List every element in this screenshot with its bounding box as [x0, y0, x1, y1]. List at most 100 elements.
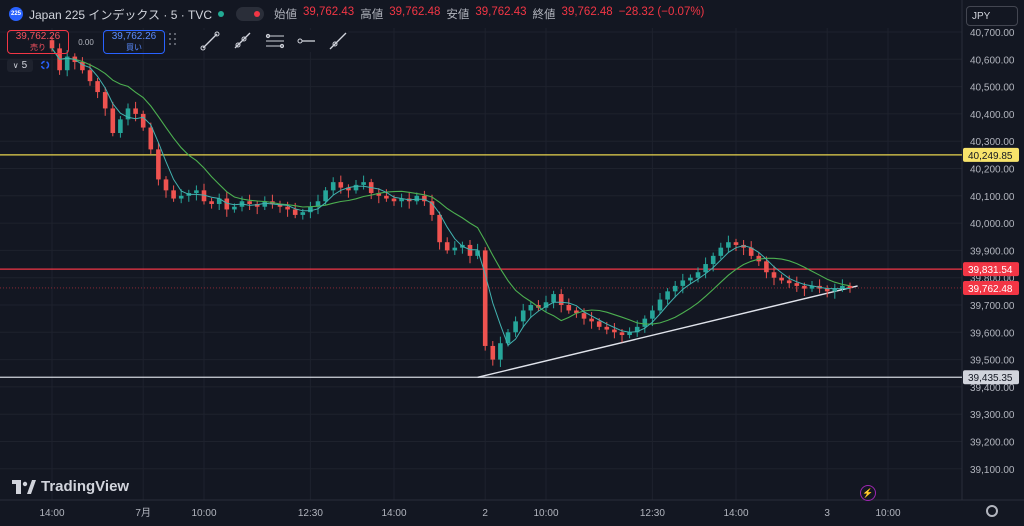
change-value: −28.32 (−0.07%)	[618, 6, 705, 18]
spread-value: 0.00	[78, 37, 94, 47]
ohlc-readout: 始値 39,762.43 高値 39,762.48 安値 39,762.43 終値 39…	[274, 6, 704, 22]
candle	[444, 242, 450, 251]
candle	[414, 195, 420, 202]
moving-average-fast	[51, 48, 851, 347]
eye-toggle-icon[interactable]	[236, 7, 265, 21]
candle	[384, 195, 389, 199]
candle	[665, 291, 670, 300]
market-status-icon	[218, 11, 225, 17]
extended-line-icon[interactable]	[328, 31, 348, 51]
horizontal-ray-icon[interactable]	[296, 31, 316, 51]
candle	[786, 280, 792, 284]
x-tick-label: 12:30	[640, 508, 665, 519]
candle	[680, 280, 686, 286]
candle	[391, 198, 397, 202]
candle	[315, 201, 321, 207]
parallel-channel-icon[interactable]	[264, 31, 284, 51]
candle	[832, 288, 838, 292]
last-price-badge-bg	[963, 280, 1019, 295]
candle	[733, 242, 739, 245]
price-level-badge: 39,435.35	[968, 373, 1013, 384]
y-tick-label: 40,000.00	[970, 219, 1015, 230]
candle	[376, 193, 382, 196]
gear-icon[interactable]	[986, 505, 998, 517]
candle	[133, 108, 138, 114]
x-tick-label: 7月	[135, 507, 151, 519]
buy-button[interactable]: 39,762.26 買い	[103, 30, 165, 54]
candle	[589, 318, 594, 322]
candle	[771, 272, 777, 278]
candle	[558, 294, 564, 305]
last-price-badge: 39,762.48	[968, 284, 1013, 295]
price-level-badge-bg	[963, 370, 1019, 385]
y-tick-label: 39,900.00	[970, 246, 1015, 257]
candle	[574, 310, 579, 314]
sell-button[interactable]: 39,762.26 売り	[7, 30, 69, 54]
spinner-icon	[40, 60, 50, 70]
candle	[399, 198, 404, 202]
candle	[452, 247, 458, 251]
y-tick-label: 40,500.00	[970, 83, 1015, 94]
candle	[847, 285, 853, 289]
x-tick-label: 14:00	[723, 508, 748, 519]
candle	[216, 198, 222, 204]
open-label: 始値	[274, 9, 298, 21]
candle	[209, 201, 214, 204]
candle	[604, 326, 610, 330]
drag-handle-icon[interactable]	[168, 31, 188, 51]
x-tick-label: 14:00	[381, 508, 406, 519]
candle	[642, 318, 648, 327]
candle	[490, 345, 496, 360]
candle	[49, 40, 55, 49]
candle	[300, 212, 306, 215]
y-tick-label: 39,600.00	[970, 328, 1015, 339]
price-level-badge: 39,831.54	[968, 265, 1013, 276]
candle	[323, 190, 328, 202]
y-tick-label: 40,400.00	[970, 110, 1015, 121]
candle	[741, 244, 746, 248]
candle	[277, 203, 283, 207]
candle	[194, 190, 199, 194]
interval-selector[interactable]: ∨ 5	[7, 59, 33, 72]
symbol-title[interactable]: Japan 225 インデックス · 5 · TVC	[29, 7, 213, 22]
ray-icon[interactable]	[232, 31, 252, 51]
candle	[338, 182, 344, 188]
currency-label: JPY	[972, 10, 991, 22]
drawing-toolbar	[168, 30, 348, 52]
y-tick-label: 40,200.00	[970, 165, 1015, 176]
candle	[285, 206, 290, 210]
low-value: 39,762.43	[475, 6, 527, 18]
candle	[764, 261, 769, 273]
brand-name: TradingView	[41, 478, 130, 495]
candle	[566, 305, 572, 311]
high-label: 高値	[360, 9, 384, 21]
y-tick-label: 39,800.00	[970, 274, 1015, 285]
candle	[308, 206, 313, 213]
y-tick-label: 39,700.00	[970, 301, 1015, 312]
candle	[171, 190, 176, 199]
y-tick-label: 40,300.00	[970, 137, 1015, 148]
open-value: 39,762.43	[303, 6, 355, 18]
candle	[619, 332, 625, 336]
x-tick-label: 2	[482, 508, 488, 519]
low-label: 安値	[446, 9, 470, 21]
price-level-badge: 40,249.85	[968, 151, 1013, 162]
candle	[163, 179, 169, 191]
x-tick-label: 10:00	[533, 508, 558, 519]
flash-icon[interactable]: ⚡	[860, 485, 876, 501]
candle	[528, 305, 534, 311]
candle	[429, 201, 435, 215]
y-tick-label: 39,400.00	[970, 383, 1015, 394]
trend-line-icon[interactable]	[200, 31, 220, 51]
x-tick-label: 10:00	[875, 508, 900, 519]
candle	[178, 195, 184, 199]
currency-selector[interactable]: JPY	[966, 6, 1018, 26]
y-tick-label: 40,700.00	[970, 28, 1015, 39]
interval-label: 5	[21, 60, 28, 71]
candle	[353, 184, 359, 191]
candle	[703, 264, 708, 273]
candle	[80, 62, 85, 71]
candle	[710, 255, 716, 265]
